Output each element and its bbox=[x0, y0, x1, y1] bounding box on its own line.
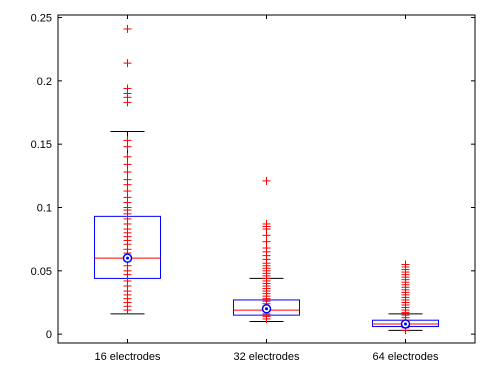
x-tick-label: 32 electrodes bbox=[233, 351, 300, 363]
box-2 bbox=[233, 176, 300, 323]
y-tick-label: 0 bbox=[46, 329, 52, 341]
outlier-point bbox=[262, 314, 271, 323]
outlier-point bbox=[123, 160, 132, 169]
y-tick-label: 0.25 bbox=[31, 13, 52, 25]
mean-marker-dot bbox=[265, 307, 268, 311]
box-series bbox=[94, 24, 439, 335]
mean-marker-dot bbox=[126, 256, 129, 260]
y-tick-label: 0.15 bbox=[31, 139, 52, 151]
outlier-point bbox=[123, 59, 132, 68]
outlier-point bbox=[262, 176, 271, 185]
x-tick-label: 16 electrodes bbox=[94, 351, 161, 363]
y-axis: 0 0.05 0.1 0.15 0.2 0.25 bbox=[31, 13, 475, 341]
outlier-point bbox=[123, 142, 132, 151]
outlier-point bbox=[123, 24, 132, 33]
y-tick-label: 0.1 bbox=[37, 202, 52, 214]
box-1 bbox=[94, 24, 161, 315]
x-axis: 16 electrodes 32 electrodes 64 electrodes bbox=[94, 15, 439, 363]
x-tick-label: 64 electrodes bbox=[372, 351, 439, 363]
y-tick-label: 0.05 bbox=[31, 266, 52, 278]
outlier-point bbox=[123, 306, 132, 315]
outlier-point bbox=[123, 98, 132, 107]
outlier-point bbox=[123, 152, 132, 161]
mean-marker-dot bbox=[404, 322, 407, 326]
box-3 bbox=[372, 260, 439, 335]
outlier-point bbox=[123, 168, 132, 177]
y-tick-label: 0.2 bbox=[37, 76, 52, 88]
